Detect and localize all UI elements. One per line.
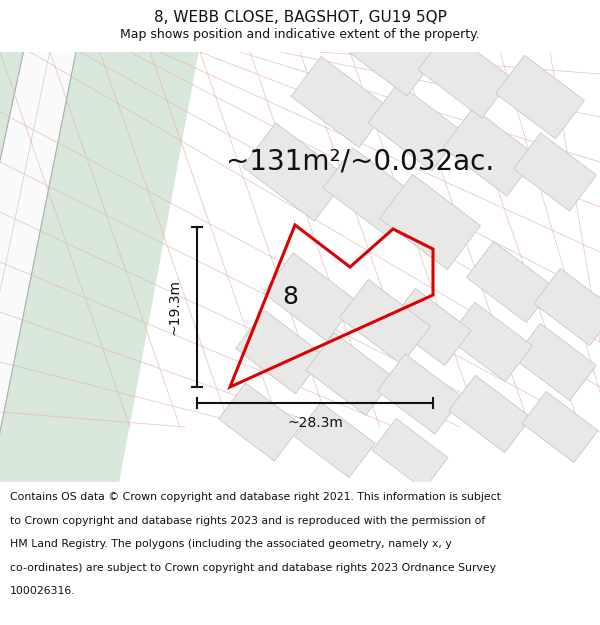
Polygon shape — [306, 332, 394, 416]
Text: ~131m²/~0.032ac.: ~131m²/~0.032ac. — [226, 148, 494, 176]
Polygon shape — [323, 148, 417, 236]
Polygon shape — [0, 0, 110, 532]
Polygon shape — [448, 302, 532, 382]
Polygon shape — [380, 174, 481, 269]
Polygon shape — [291, 56, 389, 148]
Polygon shape — [534, 268, 600, 346]
Polygon shape — [377, 354, 463, 434]
Text: 100026316.: 100026316. — [10, 586, 76, 596]
Polygon shape — [418, 30, 512, 118]
Polygon shape — [514, 133, 596, 211]
Polygon shape — [514, 323, 596, 401]
Polygon shape — [263, 253, 357, 341]
Polygon shape — [295, 402, 375, 478]
Polygon shape — [343, 8, 437, 96]
Polygon shape — [372, 419, 448, 489]
Polygon shape — [242, 123, 347, 221]
Text: HM Land Registry. The polygons (including the associated geometry, namely x, y: HM Land Registry. The polygons (includin… — [10, 539, 452, 549]
Text: 8: 8 — [282, 285, 298, 309]
Polygon shape — [236, 310, 325, 394]
Text: ~19.3m: ~19.3m — [168, 279, 182, 335]
Text: co-ordinates) are subject to Crown copyright and database rights 2023 Ordnance S: co-ordinates) are subject to Crown copyr… — [10, 562, 496, 572]
Polygon shape — [496, 55, 584, 139]
Text: to Crown copyright and database rights 2023 and is reproduced with the permissio: to Crown copyright and database rights 2… — [10, 516, 485, 526]
Polygon shape — [443, 108, 537, 196]
Polygon shape — [340, 279, 431, 364]
Text: Contains OS data © Crown copyright and database right 2021. This information is : Contains OS data © Crown copyright and d… — [10, 492, 501, 502]
Polygon shape — [449, 376, 531, 452]
Polygon shape — [218, 383, 301, 461]
Polygon shape — [0, 0, 230, 532]
Polygon shape — [467, 241, 553, 322]
Text: ~28.3m: ~28.3m — [287, 416, 343, 430]
Text: Map shows position and indicative extent of the property.: Map shows position and indicative extent… — [120, 28, 480, 41]
Polygon shape — [389, 288, 471, 366]
Polygon shape — [368, 83, 462, 171]
Polygon shape — [0, 0, 60, 532]
Text: 8, WEBB CLOSE, BAGSHOT, GU19 5QP: 8, WEBB CLOSE, BAGSHOT, GU19 5QP — [154, 11, 446, 26]
Polygon shape — [522, 391, 598, 462]
